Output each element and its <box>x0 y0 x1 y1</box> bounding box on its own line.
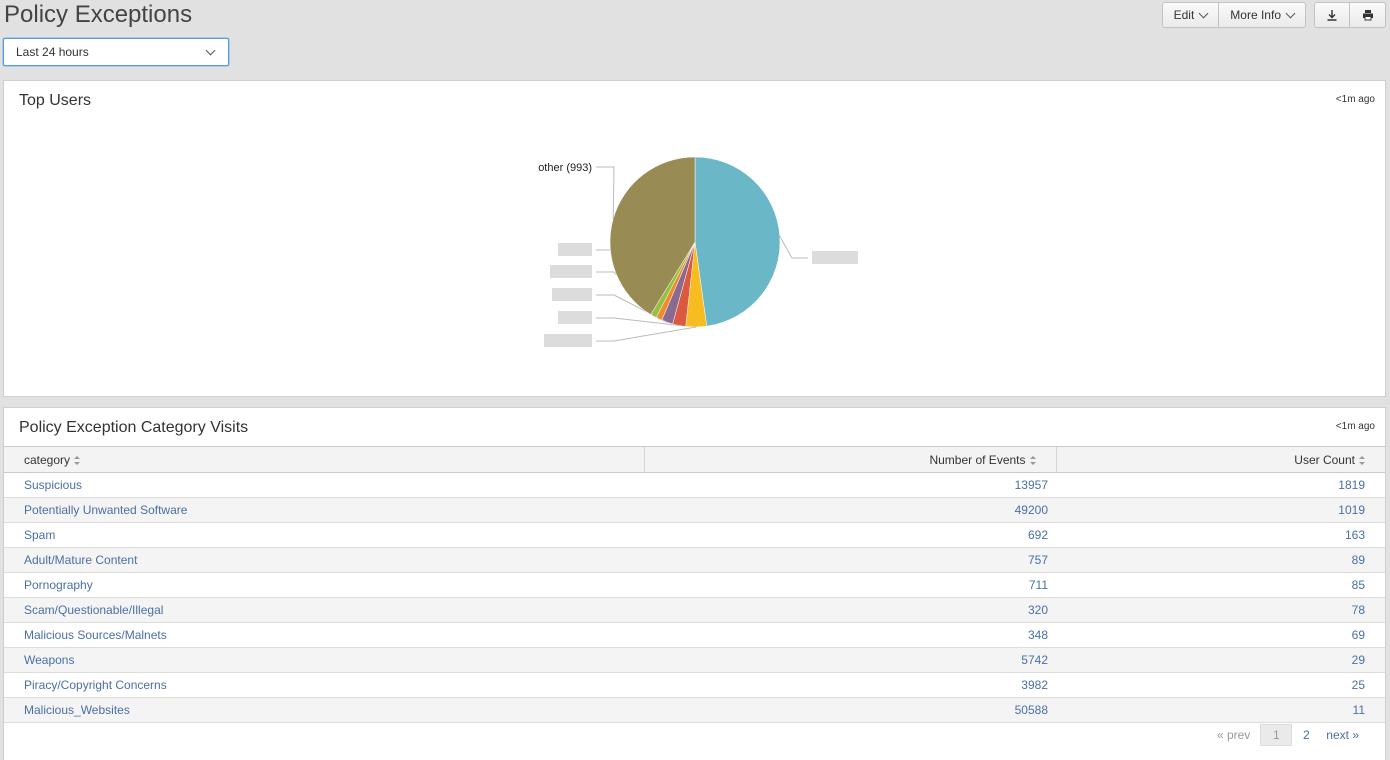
table-row: Spam 692 163 <box>4 522 1385 548</box>
category-visits-table: category Number of Events User Count Sus… <box>4 446 1385 723</box>
events-cell[interactable]: 711 <box>644 572 1056 598</box>
table-row: Suspicious 13957 1819 <box>4 472 1385 498</box>
user-count-cell[interactable]: 25 <box>1056 672 1385 698</box>
pie-slice-label: other (993) <box>538 162 592 174</box>
user-count-cell[interactable]: 11 <box>1056 697 1385 723</box>
table-row: Scam/Questionable/Illegal 320 78 <box>4 597 1385 623</box>
category-cell[interactable]: Potentially Unwanted Software <box>4 497 644 523</box>
category-cell[interactable]: Piracy/Copyright Concerns <box>4 672 644 698</box>
top-users-title: Top Users <box>19 92 92 109</box>
category-visits-panel: Policy Exception Category Visits <1m ago… <box>3 407 1386 760</box>
edit-label: Edit <box>1173 8 1195 22</box>
user-count-cell[interactable]: 163 <box>1056 522 1385 548</box>
redacted-label <box>550 265 592 278</box>
user-count-cell[interactable]: 1819 <box>1056 472 1385 498</box>
events-cell[interactable]: 50588 <box>644 697 1056 723</box>
top-users-pie-chart: other (993) <box>538 156 858 347</box>
chevron-down-icon <box>1285 8 1296 18</box>
table-row: Adult/Mature Content 757 89 <box>4 547 1385 573</box>
category-visits-title: Policy Exception Category Visits <box>19 419 249 436</box>
pagination-page-2[interactable]: 2 <box>1302 728 1310 742</box>
redacted-label <box>812 251 858 264</box>
events-cell[interactable]: 5742 <box>644 647 1056 673</box>
pie-slice[interactable] <box>694 156 781 327</box>
table-row: Potentially Unwanted Software 49200 1019 <box>4 497 1385 523</box>
sort-icon <box>73 455 81 465</box>
category-cell[interactable]: Weapons <box>4 647 644 673</box>
events-cell[interactable]: 3982 <box>644 672 1056 698</box>
download-icon <box>1327 10 1337 21</box>
column-header-user-count[interactable]: User Count <box>1055 446 1385 473</box>
events-cell[interactable]: 49200 <box>644 497 1056 523</box>
redacted-label <box>552 288 592 301</box>
dashboard-actions: Edit More Info <box>1161 2 1386 28</box>
more-info-label: More Info <box>1230 8 1281 22</box>
table-row: Weapons 5742 29 <box>4 647 1385 673</box>
pie-leader-line <box>779 235 808 259</box>
table-row: Malicious Sources/Malnets 348 69 <box>4 622 1385 648</box>
table-row: Malicious_Websites 50588 11 <box>4 697 1385 723</box>
category-cell[interactable]: Adult/Mature Content <box>4 547 644 573</box>
edit-more-group: Edit More Info <box>1161 2 1306 28</box>
user-count-cell[interactable]: 85 <box>1056 572 1385 598</box>
events-cell[interactable]: 692 <box>644 522 1056 548</box>
pagination-next[interactable]: next » <box>1326 728 1359 742</box>
events-cell[interactable]: 348 <box>644 622 1056 648</box>
redacted-label <box>558 243 592 256</box>
top-users-updated: <1m ago <box>1335 94 1375 105</box>
category-cell[interactable]: Spam <box>4 522 644 548</box>
events-cell[interactable]: 13957 <box>644 472 1056 498</box>
pie-leader-line <box>596 317 680 326</box>
page-title: Policy Exceptions <box>4 1 193 28</box>
sort-icon <box>1358 455 1365 465</box>
edit-button[interactable]: Edit <box>1161 2 1220 28</box>
category-cell[interactable]: Pornography <box>4 572 644 598</box>
print-icon <box>1362 10 1373 21</box>
column-header-number-of-events[interactable]: Number of Events <box>643 446 1056 473</box>
category-visits-updated: <1m ago <box>1335 421 1375 432</box>
user-count-cell[interactable]: 78 <box>1056 597 1385 623</box>
user-count-cell[interactable]: 69 <box>1056 622 1385 648</box>
events-cell[interactable]: 320 <box>644 597 1056 623</box>
user-count-cell[interactable]: 1019 <box>1056 497 1385 523</box>
category-cell[interactable]: Scam/Questionable/Illegal <box>4 597 644 623</box>
pagination: « prev 1 2 next » <box>1211 724 1365 746</box>
table-row: Piracy/Copyright Concerns 3982 25 <box>4 672 1385 698</box>
pagination-page-1[interactable]: 1 <box>1260 724 1293 746</box>
events-cell[interactable]: 757 <box>644 547 1056 573</box>
redacted-label <box>558 311 592 324</box>
category-cell[interactable]: Malicious_Websites <box>4 697 644 723</box>
pie-slice[interactable] <box>609 156 696 315</box>
time-range-picker[interactable]: Last 24 hours <box>3 38 229 66</box>
user-count-cell[interactable]: 89 <box>1056 547 1385 573</box>
pie-leader-line <box>596 166 615 219</box>
sort-icon <box>1029 455 1036 465</box>
export-print-group <box>1314 2 1386 28</box>
top-users-panel: Top Users <1m ago other (993) <box>3 80 1386 397</box>
category-visits-rows: Suspicious 13957 1819 Potentially Unwanted … <box>4 472 1385 723</box>
category-cell[interactable]: Malicious Sources/Malnets <box>4 622 644 648</box>
pagination-prev[interactable]: « prev <box>1216 728 1251 742</box>
category-cell[interactable]: Suspicious <box>4 472 644 498</box>
pie-leader-line <box>596 326 697 342</box>
redacted-label <box>544 334 592 347</box>
export-button[interactable] <box>1314 2 1350 28</box>
chevron-down-icon <box>1198 8 1209 18</box>
user-count-cell[interactable]: 29 <box>1056 647 1385 673</box>
time-range-value: Last 24 hours <box>16 45 89 59</box>
column-header-category[interactable]: category <box>4 446 644 473</box>
print-button[interactable] <box>1350 2 1386 28</box>
table-row: Pornography 711 85 <box>4 572 1385 598</box>
more-info-button[interactable]: More Info <box>1219 2 1306 28</box>
chevron-down-icon <box>205 45 216 55</box>
